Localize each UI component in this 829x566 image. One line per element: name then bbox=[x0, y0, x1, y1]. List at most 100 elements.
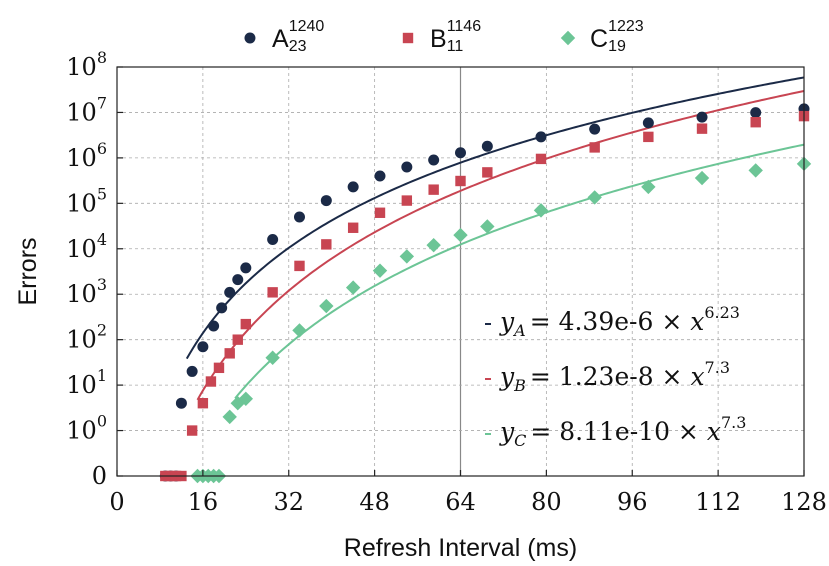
point-b bbox=[213, 362, 225, 374]
equation-a: yA = 4.39e-6 × x6.23 bbox=[485, 303, 740, 340]
y-tick-label: 107 bbox=[66, 93, 107, 126]
point-c bbox=[319, 298, 334, 314]
grid bbox=[117, 67, 804, 476]
y-tick-label: 100 bbox=[66, 412, 107, 445]
point-c bbox=[748, 163, 763, 178]
point-c bbox=[345, 280, 361, 295]
point-b bbox=[186, 425, 198, 436]
fit-curves bbox=[185, 76, 805, 401]
point-a bbox=[293, 211, 305, 223]
point-b bbox=[589, 142, 600, 153]
point-b bbox=[224, 348, 235, 359]
point-a bbox=[696, 111, 708, 123]
point-a bbox=[589, 123, 601, 135]
y-tick-label: 108 bbox=[66, 48, 107, 81]
x-tick-label: 16 bbox=[188, 488, 219, 516]
x-tick-label: 32 bbox=[273, 488, 304, 516]
point-b bbox=[205, 376, 217, 387]
legend-item-b: B1146 11 bbox=[402, 18, 481, 55]
point-c bbox=[265, 350, 280, 365]
point-b bbox=[347, 222, 359, 233]
point-b bbox=[696, 123, 708, 134]
y-axis-title: Errors bbox=[14, 237, 42, 305]
data-points bbox=[159, 103, 812, 484]
point-a bbox=[216, 302, 228, 314]
point-c bbox=[694, 170, 710, 186]
fit-curve-a bbox=[185, 76, 805, 360]
x-tick-label: 80 bbox=[531, 488, 562, 516]
fit-equations: yA = 4.39e-6 × x6.23 yB = 1.23e-8 × x7.3 yC =… bbox=[485, 303, 746, 450]
point-a bbox=[481, 140, 493, 152]
point-a bbox=[374, 170, 386, 182]
y-tick-label: 0 bbox=[92, 462, 107, 490]
point-c bbox=[292, 323, 307, 338]
point-c bbox=[230, 395, 245, 411]
point-a bbox=[186, 365, 198, 377]
point-c bbox=[533, 203, 549, 218]
legend-label: A1240 23 bbox=[272, 18, 324, 55]
equation-c: yC = 8.11e-10 × x7.3 bbox=[485, 413, 746, 450]
point-b bbox=[321, 239, 332, 250]
legend-item-a: A1240 23 bbox=[244, 18, 324, 55]
legend-item-c: C1223 19 bbox=[560, 18, 644, 55]
point-c bbox=[222, 409, 237, 425]
point-a bbox=[320, 195, 332, 207]
point-a bbox=[240, 262, 252, 274]
point-b bbox=[401, 195, 413, 206]
point-a bbox=[455, 147, 466, 159]
point-c bbox=[238, 391, 254, 406]
x-axis-title: Refresh Interval (ms) bbox=[344, 534, 577, 562]
point-c bbox=[641, 179, 656, 195]
point-c bbox=[399, 249, 415, 264]
point-b bbox=[482, 167, 493, 178]
point-b bbox=[240, 318, 252, 330]
point-c bbox=[372, 263, 388, 278]
fit-curve-b bbox=[196, 89, 805, 401]
point-b bbox=[643, 131, 654, 143]
x-tick-label: 48 bbox=[359, 488, 390, 516]
point-c bbox=[426, 237, 441, 253]
y-tick-label: 106 bbox=[66, 139, 107, 172]
equation-text: yB = 1.23e-8 × x7.3 bbox=[499, 358, 730, 395]
point-a bbox=[232, 274, 244, 286]
point-a bbox=[535, 131, 547, 143]
point-b bbox=[197, 397, 209, 409]
x-tick-label: 128 bbox=[781, 488, 827, 516]
legend: A1240 23 B1146 11 C1223 19 bbox=[244, 18, 644, 55]
y-tick-label: 102 bbox=[66, 321, 107, 354]
equation-text: yA = 4.39e-6 × x6.23 bbox=[499, 303, 740, 340]
x-tick-label: 112 bbox=[695, 488, 741, 516]
point-c bbox=[480, 219, 495, 234]
point-a bbox=[175, 397, 187, 409]
x-tick-label: 96 bbox=[617, 488, 648, 516]
point-a bbox=[197, 341, 209, 353]
point-a bbox=[347, 181, 359, 193]
point-b bbox=[750, 117, 761, 128]
legend-marker bbox=[402, 32, 414, 44]
y-tick-label: 101 bbox=[66, 366, 107, 399]
point-a bbox=[642, 117, 654, 129]
point-b bbox=[294, 260, 305, 272]
x-tick-label: 64 bbox=[445, 488, 476, 516]
equation-b: yB = 1.23e-8 × x7.3 bbox=[485, 358, 730, 395]
point-b bbox=[428, 184, 439, 195]
equation-text: yC = 8.11e-10 × x7.3 bbox=[499, 413, 746, 450]
legend-marker bbox=[244, 32, 256, 44]
y-tick-label: 103 bbox=[66, 275, 107, 308]
point-a bbox=[428, 154, 440, 166]
y-tick-label: 104 bbox=[66, 230, 107, 263]
y-tick-label: 105 bbox=[66, 184, 107, 217]
point-b bbox=[232, 334, 243, 345]
point-b bbox=[455, 175, 466, 187]
point-a bbox=[267, 234, 279, 246]
legend-marker bbox=[560, 30, 576, 46]
point-b bbox=[267, 287, 278, 298]
point-c bbox=[587, 190, 602, 205]
point-a bbox=[224, 286, 236, 298]
point-a bbox=[750, 107, 762, 119]
fit-curve-c bbox=[234, 143, 805, 399]
point-b bbox=[374, 207, 386, 218]
point-a bbox=[401, 161, 413, 173]
point-a bbox=[208, 320, 220, 332]
